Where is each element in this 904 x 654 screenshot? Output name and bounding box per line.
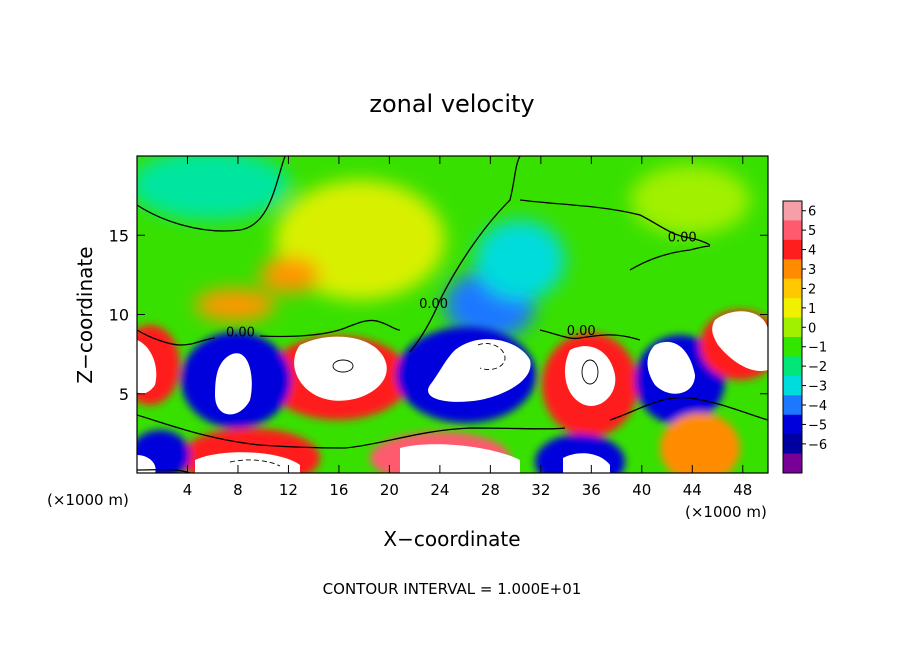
- y-tick-label: 5: [119, 385, 129, 404]
- colorbar-label: −1: [808, 341, 827, 356]
- contour-labels: 0.00 0.00 0.00 0.00: [226, 231, 697, 341]
- colorbar-swatch: [783, 337, 802, 357]
- x-tick-label: 40: [632, 481, 651, 499]
- colorbar-label: −4: [808, 399, 827, 414]
- x-tick-label: 12: [279, 481, 298, 499]
- colorbar-label: −2: [808, 360, 827, 375]
- x-tick-label: 44: [683, 481, 702, 499]
- colorbar-label: 2: [808, 282, 816, 297]
- x-tick-label: 24: [430, 481, 449, 499]
- colorbar-label: −3: [808, 380, 827, 395]
- contour-label: 0.00: [668, 231, 697, 246]
- colorbar-swatch: [783, 453, 802, 474]
- colorbar-swatch: [783, 259, 802, 280]
- y-tick-label: 10: [109, 306, 129, 325]
- colorbar-label: 1: [808, 302, 816, 317]
- x-axis: 4 8 12 16 20 24 28 32 36 40 44 48: [183, 156, 752, 499]
- x-tick-label: 36: [582, 481, 601, 499]
- colorbar-label: 0: [808, 321, 816, 336]
- colorbar-swatch: [783, 356, 802, 377]
- colorbar-swatch: [783, 239, 802, 260]
- contour-interval-note: CONTOUR INTERVAL = 1.000E+01: [323, 580, 582, 598]
- colorbar-frame: [782, 200, 803, 474]
- colorbar-swatch: [783, 317, 802, 338]
- colorbar-swatch: [783, 278, 802, 299]
- x-tick-label: 32: [531, 481, 550, 499]
- x-unit-right: (×1000 m): [685, 503, 767, 521]
- chart-title: zonal velocity: [369, 90, 534, 118]
- contour-label: 0.00: [419, 297, 448, 312]
- colorbar-swatch: [783, 414, 802, 435]
- x-tick-label: 20: [380, 481, 399, 499]
- y-axis-label: Z−coordinate: [73, 246, 97, 383]
- x-tick-label: 4: [183, 481, 193, 499]
- colorbar-swatch: [783, 201, 802, 221]
- colorbar-label: 5: [808, 224, 816, 239]
- colorbar-swatch: [783, 395, 802, 416]
- x-tick-label: 8: [233, 481, 243, 499]
- colorbar-label: 4: [808, 244, 816, 259]
- x-tick-label: 28: [481, 481, 500, 499]
- x-unit-left: (×1000 m): [47, 491, 129, 509]
- colorbar-label: 3: [808, 263, 816, 278]
- contour-label: 0.00: [567, 324, 596, 339]
- colorbar-swatch: [783, 220, 802, 241]
- contour-label: 0.00: [226, 326, 255, 341]
- y-tick-label: 15: [109, 226, 129, 245]
- x-tick-label: 48: [733, 481, 752, 499]
- plot-field: [137, 156, 768, 473]
- colorbar-label: 6: [808, 205, 816, 220]
- colorbar: 6 5 4 3 2 1 0 −1 −2 −3 −4 −5 −6: [782, 200, 827, 474]
- colorbar-label: −5: [808, 418, 827, 433]
- colorbar-label: −6: [808, 438, 827, 453]
- colorbar-swatch: [783, 375, 802, 396]
- x-tick-label: 16: [329, 481, 348, 499]
- colorbar-swatch: [783, 298, 802, 319]
- y-axis: 5 10 15: [109, 226, 768, 404]
- colorbar-swatch: [783, 434, 802, 455]
- x-axis-label: X−coordinate: [383, 527, 520, 551]
